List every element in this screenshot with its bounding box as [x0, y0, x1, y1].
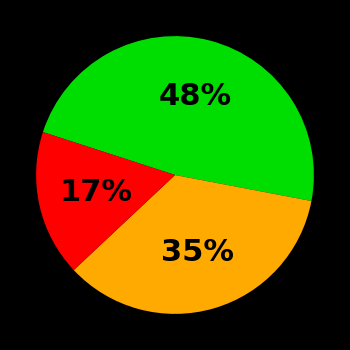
Text: 48%: 48% — [159, 83, 232, 112]
Wedge shape — [74, 175, 312, 314]
Text: 35%: 35% — [161, 238, 234, 267]
Text: 17%: 17% — [60, 178, 133, 207]
Wedge shape — [43, 36, 314, 201]
Wedge shape — [36, 132, 175, 270]
